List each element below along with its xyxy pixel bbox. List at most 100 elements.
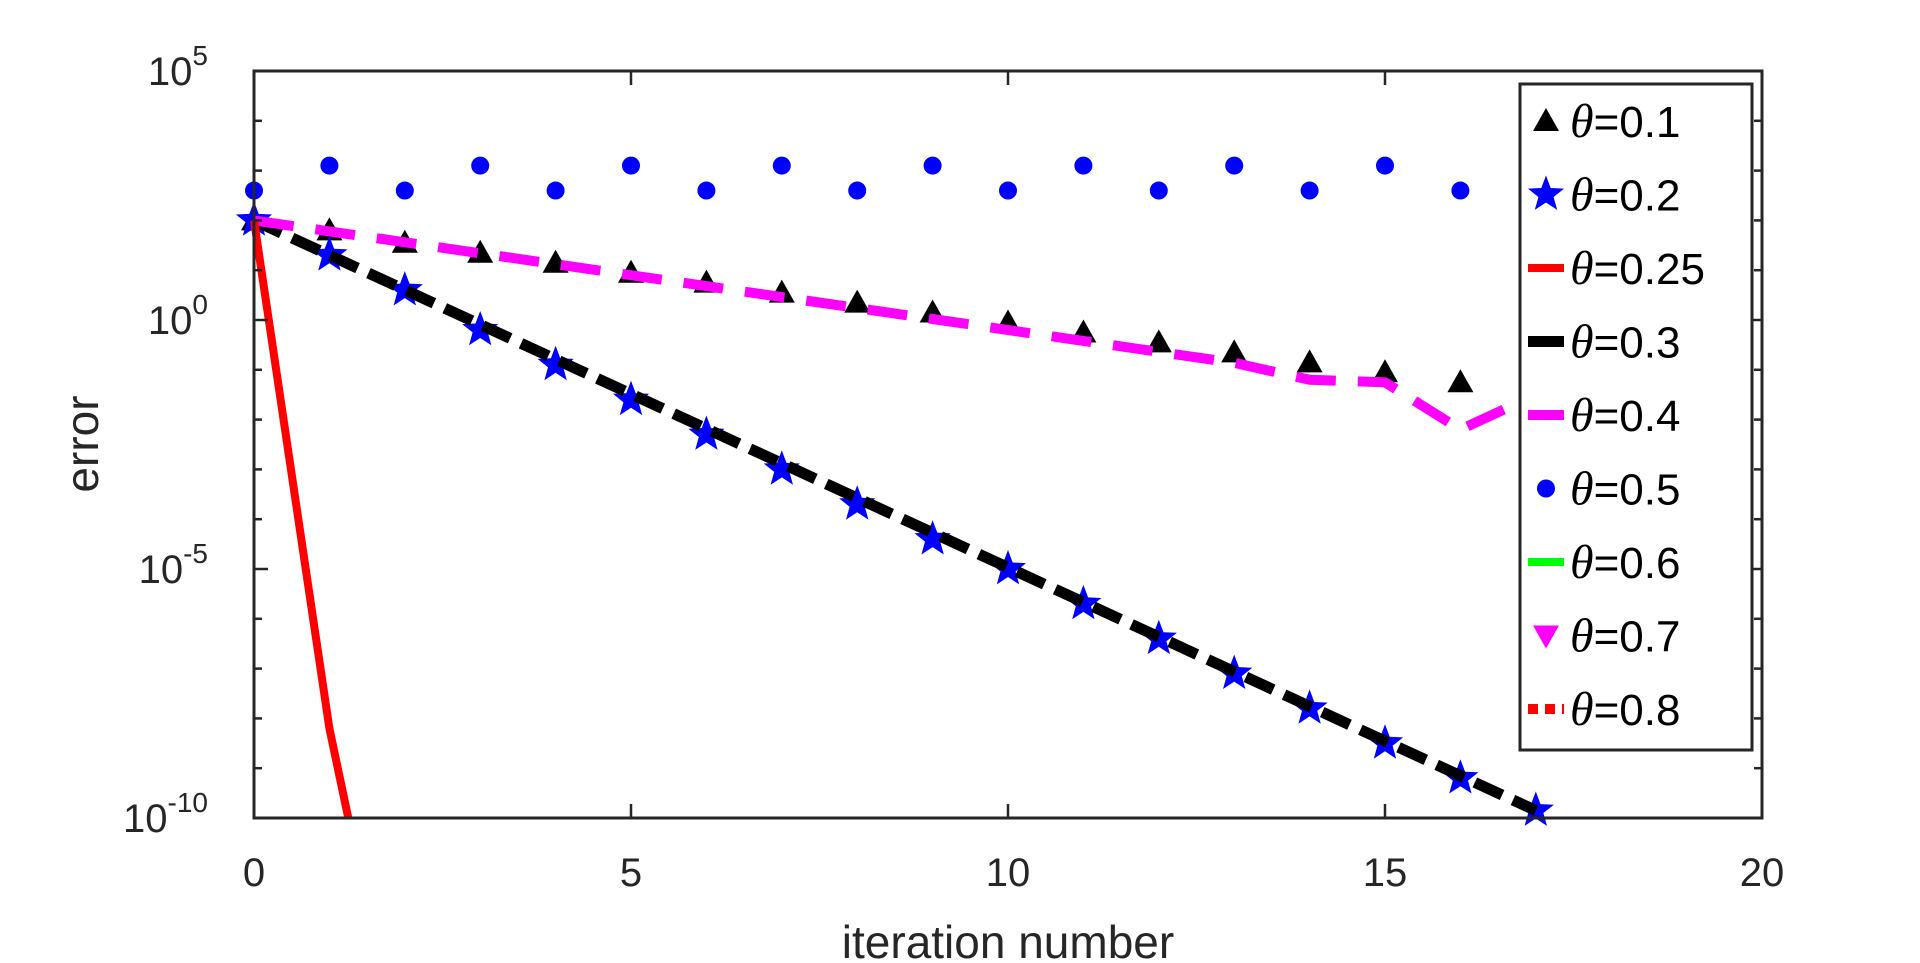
data-point — [688, 415, 725, 450]
legend-value: =0.25 — [1594, 245, 1705, 294]
data-point — [622, 156, 640, 175]
y-tick-label: 105 — [148, 40, 208, 94]
legend-label: θ=0.7 — [1570, 610, 1680, 663]
legend-label: θ=0.25 — [1570, 242, 1705, 295]
legend-entry-theta-0.1: θ=0.1 — [1533, 95, 1680, 148]
data-point — [1065, 584, 1102, 620]
legend-entry-theta-0.6: θ=0.6 — [1528, 536, 1680, 589]
legend-label: θ=0.2 — [1570, 169, 1680, 222]
legend-label: θ=0.5 — [1570, 463, 1680, 516]
legend-label: θ=0.8 — [1570, 683, 1680, 736]
data-point — [1221, 339, 1248, 363]
data-point — [1451, 181, 1470, 200]
legend-entry-theta-0.4: θ=0.4 — [1528, 389, 1680, 442]
data-point — [1296, 349, 1323, 373]
legend-label: θ=0.4 — [1570, 389, 1680, 442]
data-point — [1140, 619, 1177, 655]
legend-value: =0.3 — [1594, 319, 1681, 368]
data-point — [471, 156, 490, 175]
legend-label: θ=0.1 — [1570, 95, 1680, 148]
legend-value: =0.7 — [1594, 613, 1681, 662]
legend: θ=0.1θ=0.2θ=0.25θ=0.3θ=0.4θ=0.5θ=0.6θ=0.… — [1518, 82, 1754, 752]
legend-entry-theta-0.7: θ=0.7 — [1533, 610, 1680, 663]
y-tick-exponent: 0 — [192, 289, 208, 320]
data-point — [1149, 181, 1168, 200]
legend-marker-sample — [1533, 108, 1559, 131]
series-line — [250, 219, 353, 819]
legend-label: θ=0.3 — [1570, 316, 1680, 369]
data-point — [999, 181, 1017, 200]
series-line — [251, 215, 1539, 816]
y-tick-label: 10-5 — [139, 538, 208, 592]
legend-theta: θ — [1570, 610, 1594, 663]
x-tick-label: 20 — [1740, 851, 1785, 895]
data-point — [311, 236, 348, 271]
data-point — [320, 156, 339, 175]
x-tick-label: 15 — [1363, 851, 1408, 895]
data-point — [1376, 156, 1394, 175]
series-theta-0.25 — [250, 219, 353, 819]
legend-marker-sample — [1533, 625, 1559, 649]
legend-value: =0.2 — [1594, 172, 1681, 221]
series-line — [253, 215, 1538, 436]
legend-entry-theta-0.2: θ=0.2 — [1527, 169, 1680, 222]
legend-entry-theta-0.3: θ=0.3 — [1528, 316, 1680, 369]
data-point — [1225, 156, 1244, 175]
legend-label: θ=0.6 — [1570, 536, 1680, 589]
x-axis-label: iteration number — [842, 916, 1174, 963]
data-point — [546, 181, 565, 200]
data-point — [1447, 369, 1474, 393]
data-point — [763, 450, 800, 485]
data-point — [537, 345, 574, 381]
data-point — [395, 181, 414, 200]
y-tick-base: 10 — [123, 797, 168, 841]
y-tick-base: 10 — [139, 548, 184, 592]
legend-value: =0.4 — [1594, 392, 1681, 441]
x-tick-label: 5 — [620, 851, 642, 895]
data-point — [848, 181, 867, 200]
data-point — [462, 311, 499, 346]
legend-theta: θ — [1570, 683, 1594, 736]
data-point — [914, 520, 951, 555]
data-point — [1372, 359, 1398, 383]
y-tick-exponent: -10 — [168, 787, 208, 818]
y-tick-base: 10 — [148, 50, 193, 94]
y-tick-label: 10-10 — [123, 787, 208, 841]
data-point — [697, 181, 716, 200]
series-layer — [235, 156, 1554, 826]
y-tick-exponent: 5 — [192, 40, 208, 71]
legend-theta: θ — [1570, 463, 1594, 516]
legend-marker-sample — [1527, 175, 1565, 210]
data-point — [612, 380, 650, 416]
y-tick-base: 10 — [148, 299, 193, 343]
y-axis-label: error — [56, 395, 108, 492]
data-point — [923, 156, 942, 175]
data-point — [1300, 181, 1319, 200]
legend-theta: θ — [1570, 389, 1594, 442]
legend-value: =0.6 — [1594, 539, 1681, 588]
legend-theta: θ — [1570, 316, 1594, 369]
x-tick-label: 10 — [986, 851, 1031, 895]
series-theta-0.4 — [253, 215, 1538, 436]
data-point — [989, 550, 1027, 585]
legend-theta: θ — [1570, 169, 1594, 222]
legend-entry-theta-0.8: θ=0.8 — [1528, 683, 1680, 736]
legend-theta: θ — [1570, 242, 1594, 295]
data-point — [1074, 156, 1093, 175]
data-point — [386, 271, 423, 306]
legend-entry-theta-0.5: θ=0.5 — [1537, 463, 1680, 516]
x-tick-label: 0 — [243, 851, 265, 895]
y-tick-label: 100 — [148, 289, 208, 343]
legend-value: =0.5 — [1594, 466, 1681, 515]
legend-entry-theta-0.25: θ=0.25 — [1528, 242, 1705, 295]
data-point — [839, 485, 876, 520]
y-tick-exponent: -5 — [183, 538, 208, 569]
series-theta-0.3 — [251, 215, 1539, 816]
legend-marker-sample — [1537, 479, 1555, 498]
series-theta-0.5 — [245, 156, 1470, 200]
legend-value: =0.8 — [1594, 686, 1681, 735]
data-point — [772, 156, 791, 175]
legend-theta: θ — [1570, 95, 1594, 148]
